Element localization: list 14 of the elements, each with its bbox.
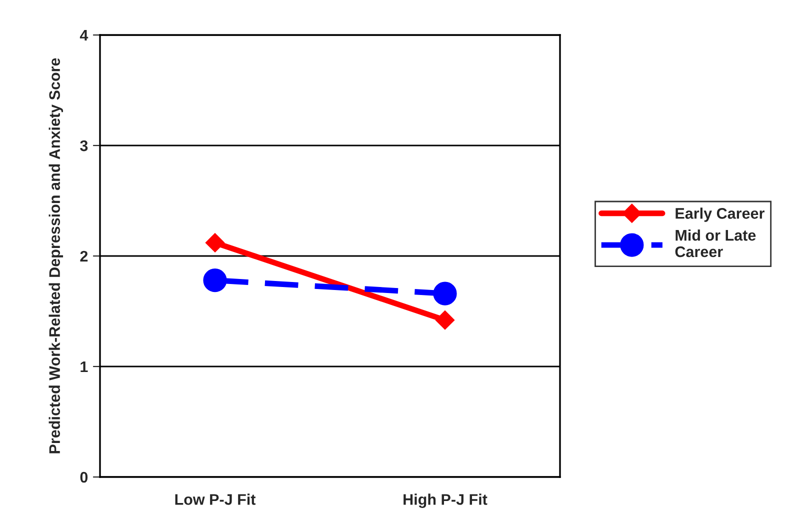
y-tick-label: 0 — [80, 472, 88, 483]
point — [203, 268, 227, 292]
y-tick-label: 4 — [80, 30, 88, 41]
y-tick-label: 2 — [80, 250, 88, 262]
x-tick-label: Low P-J Fit — [175, 494, 256, 505]
y-tick-label: 1 — [80, 362, 88, 372]
y-axis-title: Predicted Work-Related Depression and Anxiety Score — [48, 58, 64, 454]
x-tick-label: High P-J Fit — [404, 494, 488, 508]
point — [435, 310, 455, 330]
point — [205, 233, 225, 252]
point — [433, 282, 457, 306]
legend-label: Mid or Late Career — [675, 229, 756, 258]
y-tick-label: 3 — [80, 140, 88, 152]
legend-label: Early Career — [676, 208, 764, 222]
